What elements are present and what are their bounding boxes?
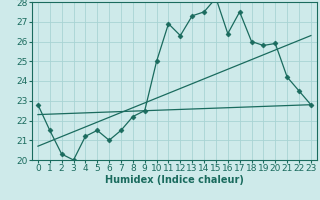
X-axis label: Humidex (Indice chaleur): Humidex (Indice chaleur)	[105, 175, 244, 185]
